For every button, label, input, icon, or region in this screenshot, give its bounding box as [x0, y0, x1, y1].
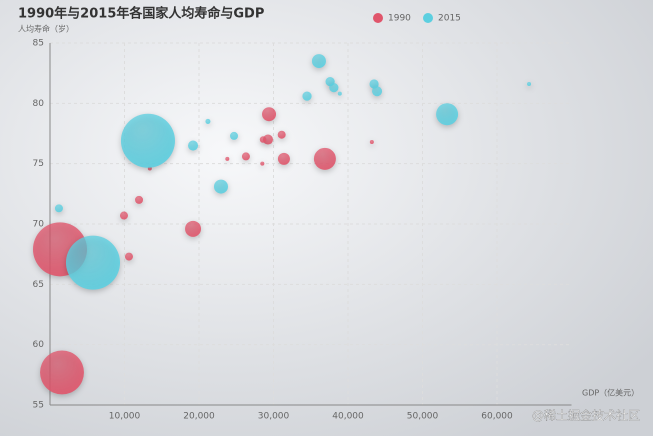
x-axis-label: GDP（亿美元）	[582, 388, 639, 398]
y-tick-label: 60	[33, 340, 45, 350]
y-tick-label: 85	[33, 39, 44, 49]
legend-marker	[423, 13, 433, 23]
y-axis-label: 人均寿命（岁）	[18, 24, 74, 34]
bubble	[329, 83, 339, 93]
x-tick-label: 30,000	[258, 412, 290, 422]
bubble	[54, 204, 63, 213]
bubble	[277, 130, 286, 139]
bubble	[135, 195, 144, 204]
bubble	[277, 152, 290, 165]
legend: 1990 2015	[373, 13, 461, 24]
bubble	[337, 91, 342, 96]
bubble	[260, 161, 265, 166]
x-tick-label: 50,000	[407, 412, 439, 422]
chart-title: 1990年与2015年各国家人均寿命与GDP	[18, 6, 264, 22]
bubble	[241, 152, 250, 161]
bubble	[311, 54, 326, 69]
bubble	[65, 235, 121, 290]
bubble	[262, 107, 277, 122]
bubble	[205, 118, 211, 124]
bubble	[230, 131, 239, 140]
bubble	[188, 140, 199, 151]
bubble	[527, 82, 532, 87]
legend-marker	[373, 13, 383, 23]
x-tick-label: 40,000	[332, 412, 364, 422]
watermark: @稀土掘金技术社区	[532, 408, 640, 423]
y-tick-label: 55	[33, 401, 44, 411]
bubble	[302, 91, 312, 101]
bubble	[40, 350, 84, 395]
y-tick-label: 70	[33, 220, 45, 230]
bubble	[119, 211, 128, 220]
bubble	[369, 139, 374, 144]
y-tick-label: 75	[33, 159, 44, 169]
bubble	[185, 220, 202, 237]
bubble	[213, 179, 228, 194]
bubble	[120, 113, 175, 168]
x-tick-label: 60,000	[481, 412, 513, 422]
bubble	[436, 103, 459, 126]
y-tick-label: 65	[33, 280, 44, 290]
y-tick-label: 80	[33, 99, 45, 109]
bubble	[372, 86, 383, 97]
bubble	[225, 156, 230, 161]
bubble	[262, 134, 273, 145]
bubble	[313, 147, 336, 170]
x-tick-label: 10,000	[109, 412, 141, 422]
legend-label: 1990	[388, 14, 411, 24]
x-tick-label: 20,000	[183, 412, 215, 422]
legend-label: 2015	[438, 14, 461, 24]
bubble	[124, 252, 133, 261]
bubble	[259, 136, 267, 143]
